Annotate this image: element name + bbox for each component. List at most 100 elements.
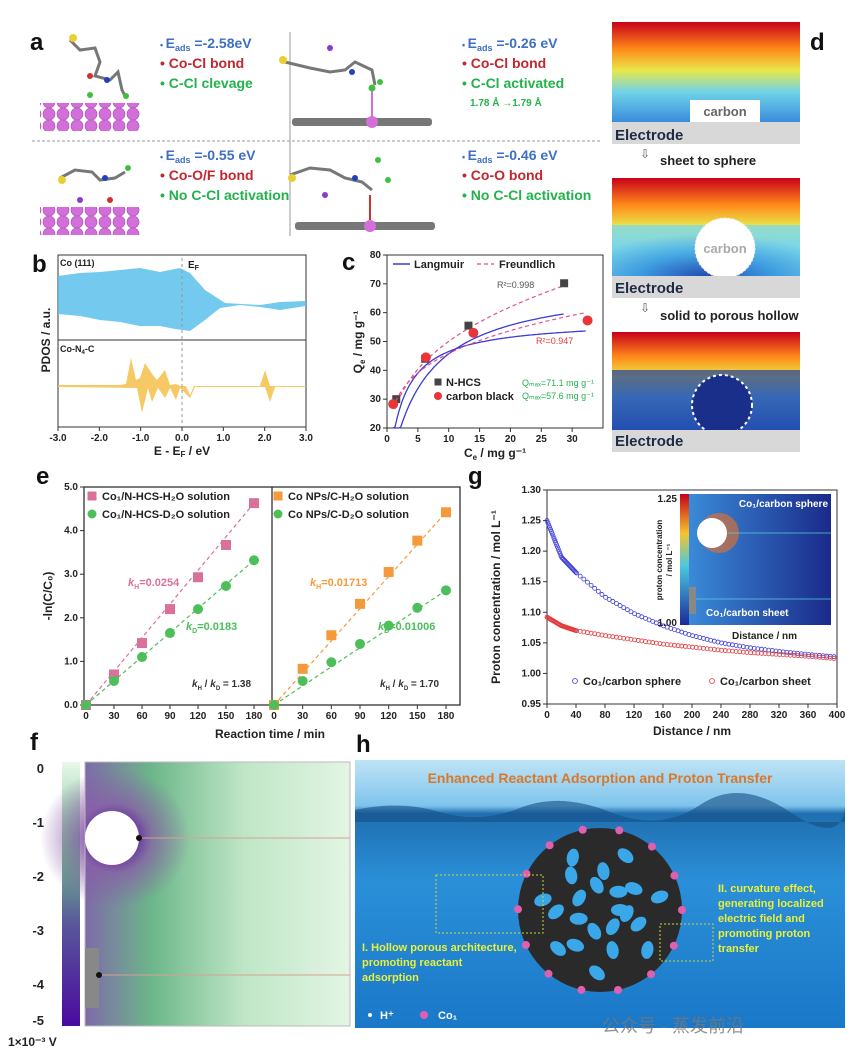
panel-g: g 0 40 80 120 160 200 240 280 320 360 400 0.95 1.00 1… bbox=[468, 463, 846, 738]
y-tick-label: 80 bbox=[370, 250, 382, 261]
x-tick-label: 30 bbox=[108, 711, 120, 722]
x-tick-label: 90 bbox=[354, 711, 366, 722]
rate-ratio: kH / kD = 1.38 bbox=[192, 679, 251, 692]
x-tick-label: 150 bbox=[218, 711, 235, 722]
legend-marker bbox=[709, 678, 715, 684]
data-point bbox=[297, 676, 308, 687]
co1-atom bbox=[647, 970, 655, 979]
water-surface bbox=[355, 793, 845, 829]
pore bbox=[589, 876, 604, 894]
colorbar-tick-label: -2 bbox=[32, 869, 44, 884]
data-point bbox=[326, 657, 337, 668]
x-tick-label: 10 bbox=[443, 434, 455, 445]
x-tick-label: 30 bbox=[297, 711, 309, 722]
x-tick-label: 15 bbox=[474, 434, 486, 445]
panel-label-e: e bbox=[36, 463, 49, 490]
inset-colorbar-label: proton concentration bbox=[655, 520, 664, 601]
molecule-co111-cl bbox=[40, 34, 140, 131]
data-point bbox=[555, 546, 561, 552]
y-tick-label: 0.95 bbox=[522, 699, 542, 710]
x-tick-label: 40 bbox=[570, 710, 582, 721]
legend-label-carbon-black: carbon black bbox=[446, 391, 515, 403]
co1-atom bbox=[614, 986, 622, 994]
probe-point bbox=[136, 835, 142, 841]
data-point bbox=[412, 602, 423, 613]
data-point bbox=[624, 607, 630, 613]
data-point bbox=[617, 603, 623, 608]
x-tick-label: -1.0 bbox=[132, 433, 150, 444]
y-tick-label: 20 bbox=[370, 423, 382, 434]
sphere-cross-section bbox=[85, 811, 139, 865]
data-point bbox=[193, 604, 203, 615]
y-axis-label: -ln(C/C₀) bbox=[41, 572, 55, 621]
inset-sphere bbox=[697, 518, 727, 548]
data-point bbox=[552, 537, 558, 543]
y-tick-label: 60 bbox=[370, 308, 382, 319]
legend-marker-carbon-black bbox=[434, 392, 442, 400]
y-tick-label: 1.05 bbox=[522, 638, 542, 649]
data-point bbox=[610, 599, 616, 604]
co1-atom bbox=[521, 941, 530, 949]
pdos-ylabel: PDOS / a.u. bbox=[39, 308, 53, 373]
x-tick-label: 5 bbox=[415, 434, 421, 445]
panel-f: f 0 -1 -2 -3 -4 -5 1×10⁻³ V bbox=[8, 729, 351, 1049]
y-tick-label: 1.10 bbox=[522, 607, 542, 618]
pore bbox=[566, 848, 579, 867]
data-point bbox=[468, 327, 479, 338]
electrode-label: Electrode bbox=[615, 127, 683, 144]
inset-colorbar-max: 1.25 bbox=[658, 494, 678, 505]
pore bbox=[605, 918, 620, 936]
pore bbox=[641, 941, 654, 959]
y-tick-label: 2.0 bbox=[64, 613, 78, 624]
co1-atom bbox=[648, 842, 656, 851]
co1-atom bbox=[678, 906, 686, 914]
data-point bbox=[553, 540, 559, 545]
qmax-carbon-black: Qₘₐₓ=57.6 mg g⁻¹ bbox=[522, 391, 594, 401]
data-point bbox=[221, 580, 231, 591]
langmuir-fit-curve bbox=[395, 313, 564, 429]
porous-hollow-sphere bbox=[691, 374, 753, 436]
co1-atom bbox=[578, 825, 587, 834]
data-point bbox=[548, 526, 553, 532]
simulation-sheet: carbon Electrode bbox=[612, 22, 800, 144]
pore bbox=[630, 916, 647, 932]
co1-atom bbox=[545, 841, 554, 850]
pore bbox=[548, 904, 564, 920]
note-line: transfer bbox=[718, 943, 760, 955]
colorbar-tick-label: 0 bbox=[37, 761, 44, 776]
data-point bbox=[137, 638, 147, 649]
step-label-solid-to-porous: solid to porous hollow bbox=[660, 308, 800, 323]
x-tick-label: 2.0 bbox=[258, 433, 272, 444]
note-line: II. curvature effect, bbox=[718, 883, 816, 895]
data-point bbox=[355, 638, 365, 649]
carbon-label: carbon bbox=[703, 241, 746, 256]
data-point bbox=[595, 588, 601, 594]
co1-atom bbox=[670, 871, 679, 880]
carbon-sheet bbox=[690, 100, 760, 122]
data-point bbox=[573, 569, 579, 575]
rate-constant: kD=0.0183 bbox=[186, 621, 237, 635]
data-point bbox=[556, 548, 562, 554]
co1-atom bbox=[615, 826, 624, 835]
y-tick-label: 30 bbox=[370, 394, 382, 405]
y-tick-label: 1.30 bbox=[522, 485, 542, 496]
data-point bbox=[544, 518, 550, 523]
data-point bbox=[109, 669, 119, 680]
inset-colorbar-min: 1.00 bbox=[658, 618, 678, 629]
data-point bbox=[441, 585, 451, 596]
activation-state: • C-Cl clevage bbox=[160, 75, 253, 91]
pore bbox=[617, 848, 634, 864]
data-point bbox=[412, 535, 423, 546]
pore bbox=[566, 938, 585, 952]
r-squared-carbon-black: R²=0.947 bbox=[536, 336, 573, 346]
adsorption-energy: • Eads =-0.26 eV bbox=[462, 35, 558, 53]
panel-a: a bbox=[30, 29, 600, 236]
data-point bbox=[420, 352, 431, 363]
x-tick-label: 150 bbox=[409, 711, 426, 722]
note-line: electric field and bbox=[718, 913, 805, 925]
panel-b: b Co (111) Co-N4-C EF PDOS / a.u. E - EF… bbox=[32, 251, 313, 459]
rate-constant: kH=0.01713 bbox=[310, 577, 367, 591]
pore bbox=[565, 866, 578, 885]
y-tick-label: 4.0 bbox=[64, 526, 78, 537]
